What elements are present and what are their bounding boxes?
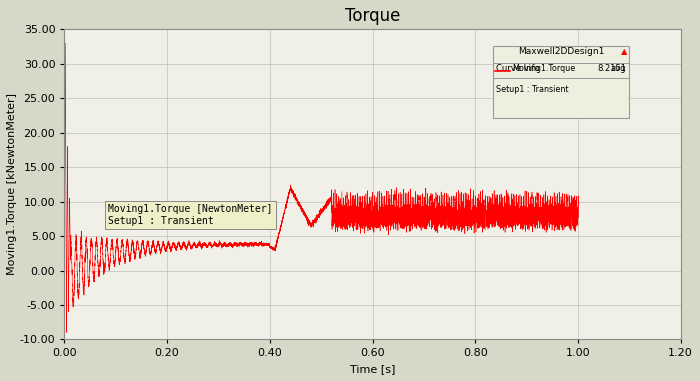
Text: Curve Info: Curve Info [496,64,540,74]
Text: Moving1.Torque: Moving1.Torque [512,64,575,74]
Text: Maxwell2DDesign1: Maxwell2DDesign1 [518,47,604,56]
Text: 8.2151: 8.2151 [598,64,626,74]
Text: Setup1 : Transient: Setup1 : Transient [496,85,568,94]
Text: Moving1.Torque [NewtonMeter]
Setup1 : Transient: Moving1.Torque [NewtonMeter] Setup1 : Tr… [108,204,272,226]
Y-axis label: Moving1.Torque [kNewtonMeter]: Moving1.Torque [kNewtonMeter] [7,93,17,275]
Text: ▲: ▲ [621,47,627,56]
Title: Torque: Torque [345,7,400,25]
Text: avg: avg [610,64,626,74]
X-axis label: Time [s]: Time [s] [350,364,395,374]
